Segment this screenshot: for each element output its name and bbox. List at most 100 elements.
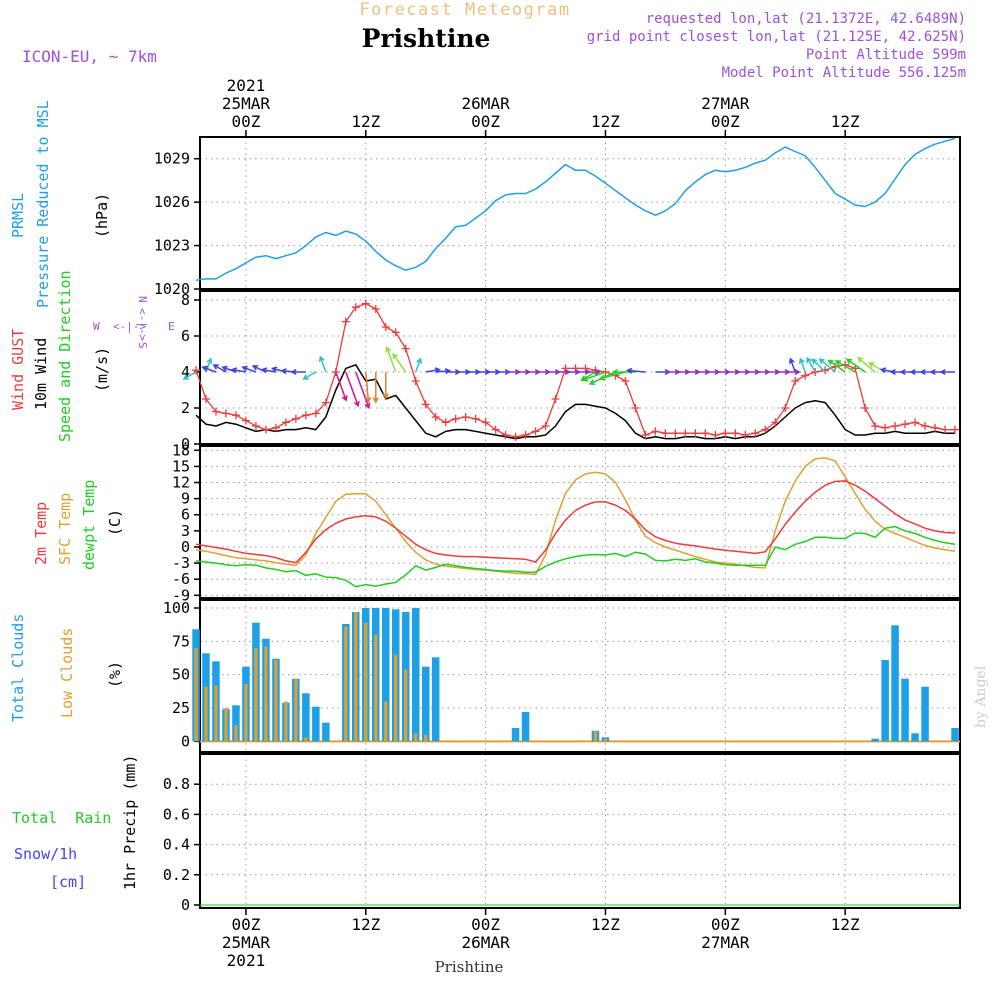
gust-marker	[801, 371, 810, 380]
panel-frame	[199, 290, 961, 445]
clouds-panel: 0 25 50 75 100	[163, 599, 961, 753]
wind-arrow	[345, 371, 360, 408]
bottom-tick-label: 00Z	[231, 915, 260, 934]
gust-marker	[341, 317, 350, 326]
top-tick-label: 12Z	[591, 112, 620, 131]
gust-marker	[511, 432, 520, 441]
top-tick-label: 00Z	[231, 112, 260, 131]
wind-arrow	[392, 352, 407, 373]
y-tick-label: 6	[181, 327, 190, 345]
compass-arrows-v: <-|->	[136, 308, 149, 341]
gust-marker	[651, 427, 660, 436]
low-cloud-bar	[244, 684, 248, 742]
gust-marker	[521, 431, 530, 439]
dewpt-line	[195, 525, 956, 588]
wind-arrow	[241, 365, 257, 373]
gust-marker	[471, 414, 480, 423]
y-tick-label: 100	[163, 599, 190, 617]
gridpoint-coords: grid point closest lon,lat (21.125E, 42.…	[587, 29, 966, 45]
y-tick-label: 0.4	[163, 836, 190, 854]
gust-marker	[311, 409, 320, 418]
gust-marker	[791, 377, 800, 385]
low-cloud-bar	[354, 612, 358, 742]
gust-marker	[861, 404, 870, 412]
low-cloud-bar	[404, 669, 408, 742]
total-cloud-bar	[871, 738, 879, 742]
y-tick-label: 1020	[154, 280, 190, 298]
sfctemp-line	[195, 457, 956, 576]
total-clouds-label: Total Clouds	[9, 614, 27, 722]
wind-arrow	[414, 357, 423, 373]
wind-arrow	[212, 364, 227, 373]
wind-arrow	[382, 372, 389, 400]
gust-marker	[231, 411, 240, 420]
gust-marker	[481, 418, 490, 427]
wind-panel: 0 2 4 6 8	[181, 290, 961, 453]
low-cloud-bar	[424, 734, 428, 742]
total-cloud-bar	[431, 657, 440, 742]
bottom-tick-label: 2021	[227, 951, 266, 970]
total-cloud-bar	[881, 660, 889, 742]
wind-arrow	[834, 360, 856, 373]
wind10-line	[195, 364, 955, 440]
y-tick-label: -9	[172, 586, 190, 604]
gust-marker	[321, 398, 330, 407]
snow-unit: [cm]	[50, 873, 86, 891]
low-cloud-bar	[344, 626, 348, 742]
gust-marker	[371, 305, 380, 313]
gust-label: Wind GUST	[9, 329, 27, 410]
y-tick-label: 0	[181, 732, 190, 750]
gust-marker	[901, 420, 910, 429]
gust-marker	[261, 425, 270, 434]
gust-marker	[271, 423, 280, 432]
wind-arrow	[364, 371, 372, 404]
y-tick-label: 0	[181, 435, 190, 453]
product-title: Forecast Meteogram	[359, 0, 570, 20]
wind-dir-label: Speed and Direction	[56, 270, 74, 442]
gust-marker	[871, 422, 880, 430]
total-cloud-bar	[891, 625, 899, 742]
gust-marker	[201, 395, 210, 403]
temp-unit: (C)	[106, 509, 124, 536]
y-tick-label: 50	[172, 666, 190, 684]
gust-marker	[241, 416, 250, 425]
model-label: ICON-EU, ~ 7km	[22, 47, 157, 66]
y-tick-label: -3	[172, 554, 190, 572]
gust-marker	[561, 364, 570, 373]
wind-arrow	[785, 368, 801, 376]
panel-frame	[199, 599, 961, 753]
wind-arrow	[372, 372, 379, 404]
gust-marker	[541, 422, 550, 430]
wind-arrow	[845, 358, 866, 373]
rain-label: Total Rain	[12, 809, 111, 827]
low-cloud-bar	[384, 701, 388, 742]
temp2m-line	[195, 480, 956, 564]
bottom-tick-label: 27MAR	[701, 933, 750, 952]
gust-marker	[921, 422, 930, 430]
gust-marker	[691, 429, 700, 438]
total-cloud-bar	[901, 678, 909, 742]
gust-marker	[411, 377, 420, 385]
total-cloud-bar	[951, 728, 959, 742]
gust-marker	[361, 299, 370, 308]
top-tick-label: 12Z	[831, 112, 860, 131]
gust-marker	[941, 425, 950, 434]
precip-panel: 0 0.2 0.4 0.6 0.8	[163, 753, 961, 914]
gust-marker	[192, 366, 201, 375]
y-tick-label: 1026	[154, 193, 190, 211]
sfctemp-label: SFC Temp	[56, 493, 74, 565]
y-tick-label: 6	[181, 506, 190, 524]
bottom-location: Prishtine	[435, 958, 504, 976]
y-tick-label: 9	[181, 490, 190, 508]
total-cloud-bar	[511, 728, 520, 742]
gust-marker	[931, 423, 940, 432]
bottom-tick-label: 26MAR	[462, 933, 511, 952]
wind-arrow	[230, 367, 247, 374]
wind-arrow	[625, 367, 646, 374]
gust-marker	[621, 377, 630, 385]
gust-marker	[581, 364, 590, 373]
author-credit: by Angel	[973, 665, 989, 728]
wind-arrow	[182, 371, 197, 380]
gust-marker	[781, 404, 790, 412]
